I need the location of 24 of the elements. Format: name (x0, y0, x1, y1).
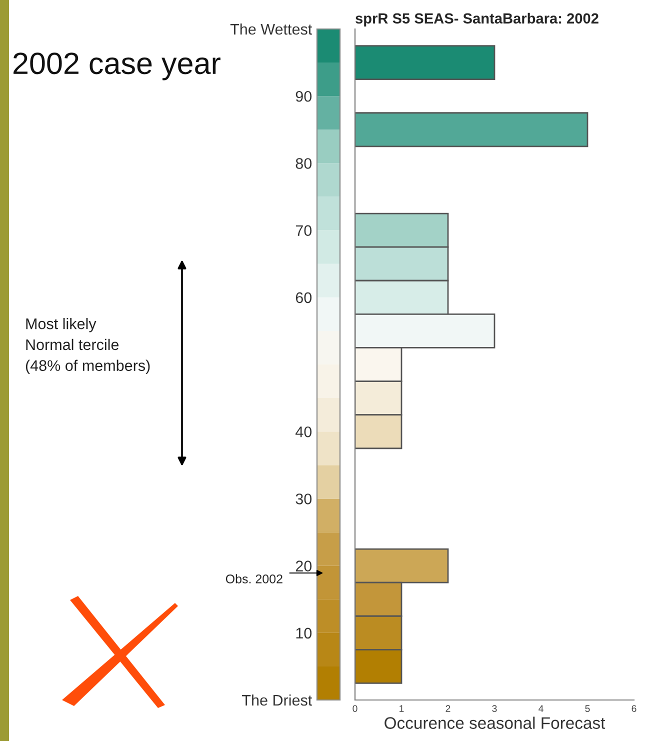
x-tick-label: 0 (352, 705, 358, 712)
x-tick-label: 2 (446, 705, 450, 712)
bar (355, 45, 496, 80)
y-tick-label: 70 (296, 225, 312, 236)
y-tick-label: The Driest (242, 694, 312, 706)
y-tick-label: 60 (296, 292, 312, 304)
y-tick-label: 30 (296, 494, 312, 504)
y-tick-label: 40 (296, 426, 312, 438)
x-tick-label: 3 (492, 705, 497, 712)
x-tick-label: 1 (400, 705, 404, 712)
text: Most likely Normal tercile (48% of members) (26, 318, 150, 374)
x-tick-label: 6 (632, 705, 636, 712)
text: 2002 case year (14, 52, 220, 80)
y-tick-label: 20 (296, 560, 312, 572)
x-tick-label: 5 (585, 705, 590, 712)
x-tick-label: 4 (538, 705, 544, 712)
bar (355, 112, 588, 148)
x-axis-title: Occurence seasonal Forecast (384, 716, 606, 729)
y-tick-label: 10 (296, 628, 312, 639)
text: Obs. 2002 (226, 574, 282, 584)
y-tick-label: 80 (296, 158, 312, 169)
chart-title: sprR S5 SEAS- SantaBarbara: 2002 (356, 12, 598, 26)
y-tick-label: 90 (296, 90, 312, 102)
y-tick-label: The Wettest (230, 23, 312, 35)
